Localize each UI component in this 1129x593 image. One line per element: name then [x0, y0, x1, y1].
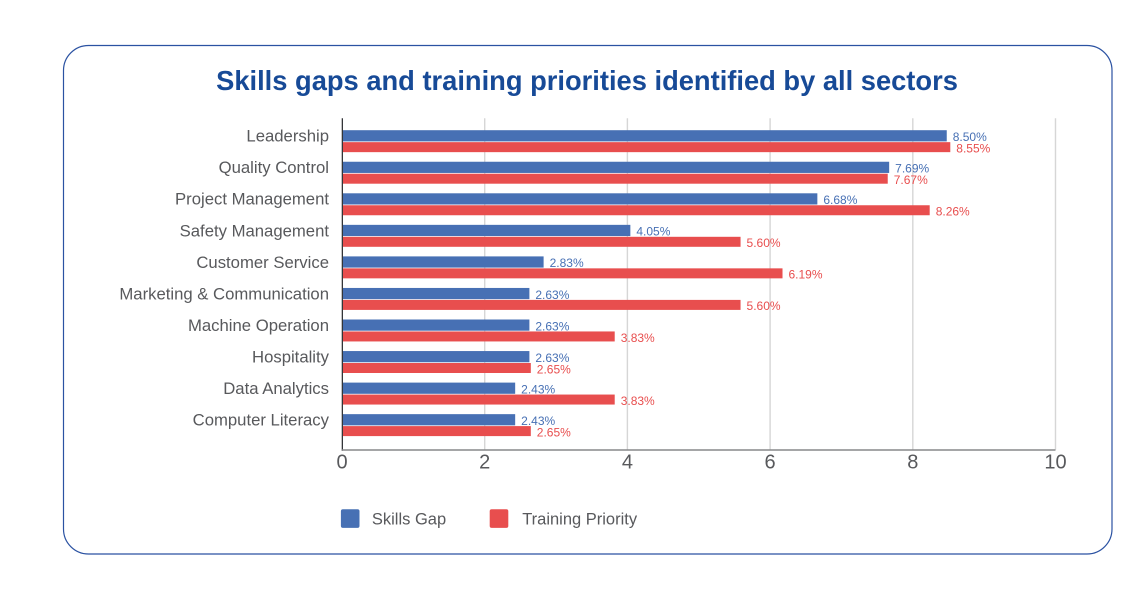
svg-text:Skills gaps and training prior: Skills gaps and training priorities iden…	[216, 65, 958, 96]
svg-text:5.60%: 5.60%	[747, 236, 781, 250]
svg-text:6: 6	[765, 451, 776, 473]
svg-text:3.83%: 3.83%	[621, 394, 655, 408]
svg-text:0: 0	[336, 451, 347, 473]
svg-text:2.43%: 2.43%	[521, 414, 555, 428]
svg-text:8.55%: 8.55%	[956, 141, 990, 155]
svg-text:2.43%: 2.43%	[521, 382, 555, 396]
svg-text:Hospitality: Hospitality	[252, 347, 330, 366]
svg-text:Skills Gap: Skills Gap	[372, 511, 446, 529]
svg-text:4: 4	[622, 451, 633, 473]
svg-text:10: 10	[1044, 451, 1066, 473]
svg-text:2.65%: 2.65%	[537, 362, 571, 376]
svg-text:6.68%: 6.68%	[823, 193, 857, 207]
svg-text:2.63%: 2.63%	[535, 319, 569, 333]
svg-text:2.83%: 2.83%	[550, 256, 584, 270]
svg-text:Project Management: Project Management	[175, 190, 329, 209]
svg-text:7.69%: 7.69%	[895, 162, 929, 176]
svg-text:7.67%: 7.67%	[894, 173, 928, 187]
svg-text:Data Analytics: Data Analytics	[223, 379, 329, 398]
svg-text:8: 8	[907, 451, 918, 473]
svg-text:Leadership: Leadership	[246, 127, 329, 146]
svg-text:4.05%: 4.05%	[636, 225, 670, 239]
svg-text:8.26%: 8.26%	[936, 205, 970, 219]
svg-text:2.63%: 2.63%	[535, 351, 569, 365]
svg-text:Computer Literacy: Computer Literacy	[193, 411, 330, 430]
svg-text:2.65%: 2.65%	[537, 425, 571, 439]
svg-text:2.63%: 2.63%	[535, 288, 569, 302]
svg-text:8.50%: 8.50%	[953, 130, 987, 144]
svg-text:5.60%: 5.60%	[747, 299, 781, 313]
svg-text:Quality Control: Quality Control	[219, 158, 329, 177]
svg-text:3.83%: 3.83%	[621, 331, 655, 345]
svg-text:6.19%: 6.19%	[789, 268, 823, 282]
svg-text:Training Priority: Training Priority	[522, 511, 638, 529]
svg-text:2: 2	[479, 451, 490, 473]
svg-text:Machine Operation: Machine Operation	[188, 316, 329, 335]
svg-text:Safety Management: Safety Management	[180, 221, 330, 240]
svg-text:Customer Service: Customer Service	[196, 253, 329, 272]
svg-text:Marketing & Communication: Marketing & Communication	[119, 284, 329, 303]
